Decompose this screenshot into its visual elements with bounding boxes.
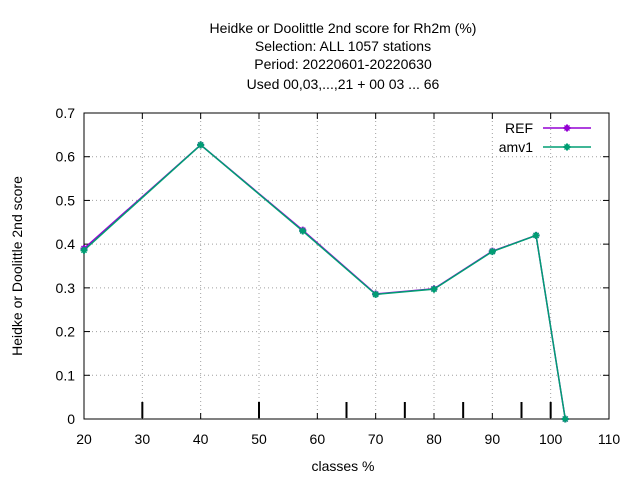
- data-point: [430, 286, 438, 293]
- x-axis-label: classes %: [311, 458, 374, 474]
- data-point: [80, 247, 88, 254]
- y-tick-label: 0.7: [56, 105, 76, 121]
- data-point: [489, 248, 496, 255]
- x-tick-label: 80: [426, 431, 442, 447]
- y-tick-label: 0.2: [56, 324, 76, 340]
- data-point: [299, 227, 306, 235]
- y-tick-label: 0.5: [56, 192, 76, 208]
- x-tick-label: 110: [598, 431, 621, 447]
- y-tick-label: 0.1: [56, 367, 76, 383]
- y-tick-label: 0: [67, 411, 75, 427]
- y-axis-label: Heidke or Doolittle 2nd score: [9, 176, 25, 356]
- legend-marker: [563, 143, 571, 151]
- legend-label: REF: [505, 120, 533, 136]
- title-line-1: Heidke or Doolittle 2nd score for Rh2m (…: [210, 20, 477, 36]
- x-tick-label: 40: [193, 431, 209, 447]
- x-tick-label: 60: [310, 431, 326, 447]
- legend-marker: [563, 124, 571, 132]
- legend-label: amv1: [499, 139, 533, 155]
- x-tick-label: 50: [251, 431, 267, 447]
- grid: [84, 113, 609, 419]
- title-line-3: Period: 20220601-20220630: [254, 56, 432, 72]
- series-REF: [80, 141, 569, 423]
- y-tick-label: 0.3: [56, 280, 76, 296]
- x-tick-label: 90: [485, 431, 501, 447]
- legend: REF amv1: [499, 120, 591, 155]
- x-tick-label: 100: [539, 431, 563, 447]
- series-amv1: [80, 141, 569, 423]
- class-markers: [141, 402, 552, 418]
- axis-ticks: 0 0.1 0.2 0.3 0.4 0.5 0.6 0.7 20 30 40 50 60 70 80 90 10…: [56, 105, 621, 447]
- title-line-2: Selection: ALL 1057 stations: [255, 38, 431, 54]
- series-line: [83, 143, 566, 420]
- data-point: [372, 291, 379, 298]
- data-point: [533, 232, 540, 239]
- data-point: [197, 141, 204, 148]
- x-tick-label: 70: [368, 431, 384, 447]
- x-tick-label: 20: [76, 431, 92, 447]
- plot-frame: [83, 112, 610, 420]
- y-tick-label: 0.6: [56, 149, 76, 165]
- y-tick-label: 0.4: [56, 236, 76, 252]
- series: [80, 141, 569, 423]
- data-point: [562, 415, 569, 423]
- title-line-4: Used 00,03,...,21 + 00 03 ... 66: [247, 76, 440, 92]
- x-tick-label: 30: [135, 431, 151, 447]
- chart-title: Heidke or Doolittle 2nd score for Rh2m (…: [210, 20, 477, 92]
